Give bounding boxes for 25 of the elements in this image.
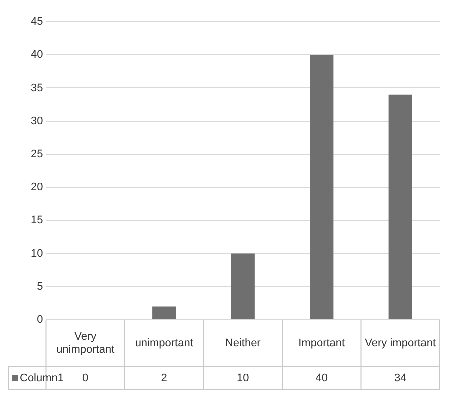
y-tick-label: 20 (30, 182, 44, 194)
x-tick-label: Very unimportant (56, 331, 115, 356)
data-label: 40 (316, 372, 328, 385)
x-tick-label: Very important (365, 338, 436, 350)
bar (310, 55, 334, 320)
bar (152, 306, 176, 320)
y-tick-label: 5 (37, 280, 44, 293)
y-tick-label: 35 (30, 82, 44, 94)
x-tick-label: Neither (225, 338, 262, 350)
data-label: 34 (394, 372, 407, 385)
y-tick-label: 0 (37, 314, 44, 326)
bar (231, 254, 255, 320)
y-tick-label: 45 (30, 16, 44, 28)
y-tick-label: 25 (30, 148, 44, 160)
y-tick-label: 15 (30, 214, 44, 227)
data-label: 2 (161, 372, 168, 385)
x-tick-label: unimportant (135, 338, 194, 350)
data-label: 10 (236, 372, 250, 385)
legend-label: Column1 (20, 372, 64, 385)
y-tick-label: 30 (30, 115, 44, 128)
y-tick-label: 10 (30, 248, 44, 260)
data-label: 0 (82, 372, 89, 385)
bar (388, 94, 412, 320)
y-tick-label: 40 (30, 49, 44, 62)
x-tick-label: Important (298, 338, 346, 350)
